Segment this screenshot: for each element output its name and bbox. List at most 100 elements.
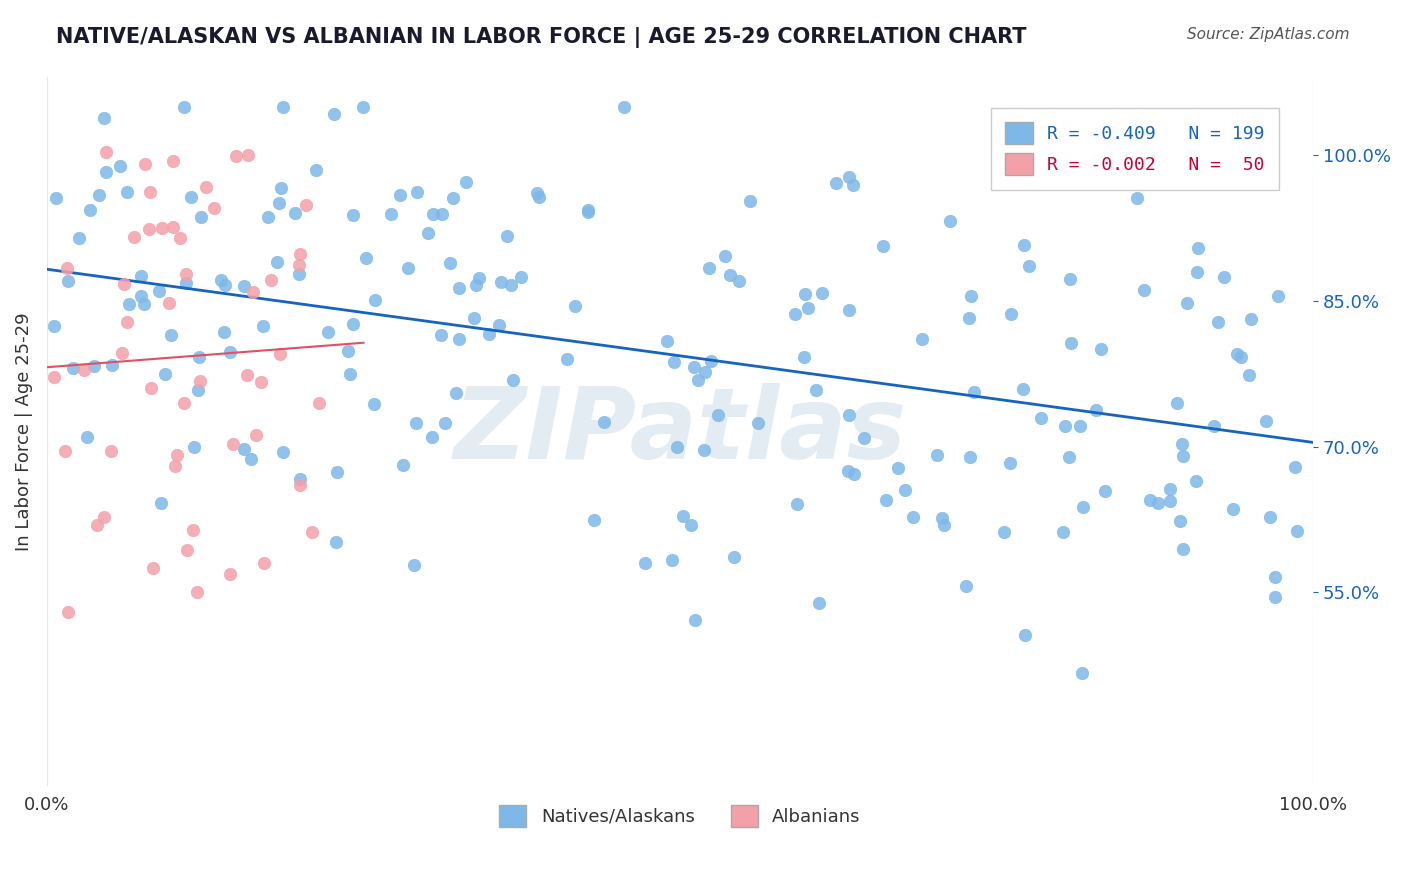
Point bbox=[685, 613, 707, 627]
Point bbox=[225, 149, 247, 163]
Point bbox=[1166, 396, 1188, 410]
Point bbox=[240, 452, 263, 467]
Point bbox=[73, 363, 96, 377]
Point bbox=[1230, 350, 1253, 364]
Point bbox=[593, 415, 616, 429]
Point bbox=[56, 261, 79, 276]
Point bbox=[256, 210, 278, 224]
Point bbox=[188, 374, 211, 388]
Point bbox=[162, 219, 184, 234]
Point bbox=[700, 354, 723, 368]
Point bbox=[117, 186, 139, 200]
Point bbox=[173, 99, 195, 113]
Point bbox=[662, 355, 685, 369]
Point bbox=[388, 188, 411, 202]
Point bbox=[838, 302, 860, 317]
Point bbox=[786, 497, 808, 511]
Point bbox=[993, 524, 1015, 539]
Point bbox=[212, 325, 235, 339]
Point bbox=[665, 440, 688, 454]
Point bbox=[1240, 312, 1263, 326]
Point bbox=[342, 317, 364, 331]
Point bbox=[1018, 259, 1040, 273]
Point bbox=[339, 368, 361, 382]
Point bbox=[1258, 509, 1281, 524]
Point bbox=[463, 310, 485, 325]
Point bbox=[838, 169, 860, 184]
Point bbox=[1185, 265, 1208, 279]
Point bbox=[195, 180, 218, 194]
Point bbox=[67, 230, 90, 244]
Point bbox=[1171, 450, 1194, 464]
Point bbox=[1185, 474, 1208, 488]
Point bbox=[439, 256, 461, 270]
Point bbox=[1206, 315, 1229, 329]
Point bbox=[187, 383, 209, 397]
Point bbox=[142, 561, 165, 575]
Point bbox=[150, 221, 173, 235]
Point bbox=[1090, 342, 1112, 356]
Point bbox=[100, 444, 122, 458]
Point bbox=[794, 287, 817, 301]
Point bbox=[416, 226, 439, 240]
Point bbox=[305, 163, 328, 178]
Point bbox=[527, 190, 550, 204]
Point bbox=[45, 191, 67, 205]
Point bbox=[1059, 336, 1081, 351]
Point bbox=[872, 239, 894, 253]
Point bbox=[214, 277, 236, 292]
Point bbox=[134, 156, 156, 170]
Point bbox=[354, 251, 377, 265]
Point bbox=[250, 375, 273, 389]
Point bbox=[1159, 482, 1181, 496]
Point bbox=[564, 300, 586, 314]
Point bbox=[186, 584, 208, 599]
Point bbox=[661, 553, 683, 567]
Point bbox=[510, 270, 533, 285]
Point bbox=[269, 195, 291, 210]
Point bbox=[316, 326, 339, 340]
Point bbox=[939, 214, 962, 228]
Point bbox=[1012, 237, 1035, 252]
Point bbox=[1052, 525, 1074, 540]
Point bbox=[93, 509, 115, 524]
Point bbox=[837, 464, 859, 478]
Point bbox=[1213, 270, 1236, 285]
Point bbox=[363, 397, 385, 411]
Point bbox=[380, 207, 402, 221]
Point bbox=[806, 383, 828, 397]
Point bbox=[79, 202, 101, 217]
Point bbox=[233, 442, 256, 456]
Point bbox=[1000, 456, 1022, 470]
Point bbox=[1012, 382, 1035, 396]
Point bbox=[576, 203, 599, 218]
Point bbox=[242, 285, 264, 299]
Point bbox=[844, 467, 866, 481]
Point bbox=[173, 396, 195, 410]
Point bbox=[238, 148, 260, 162]
Point bbox=[139, 381, 162, 395]
Point bbox=[288, 472, 311, 486]
Point bbox=[396, 260, 419, 275]
Point bbox=[166, 448, 188, 462]
Point bbox=[430, 207, 453, 221]
Point bbox=[270, 181, 292, 195]
Point bbox=[222, 437, 245, 451]
Text: ZIPatlas: ZIPatlas bbox=[454, 384, 907, 481]
Point bbox=[706, 408, 728, 422]
Point bbox=[139, 186, 162, 200]
Point bbox=[266, 255, 288, 269]
Point bbox=[342, 208, 364, 222]
Point bbox=[797, 301, 820, 315]
Point bbox=[157, 295, 180, 310]
Point bbox=[56, 274, 79, 288]
Point bbox=[233, 279, 256, 293]
Point bbox=[887, 461, 910, 475]
Point bbox=[526, 186, 548, 201]
Point bbox=[1133, 284, 1156, 298]
Point bbox=[209, 272, 232, 286]
Point bbox=[903, 510, 925, 524]
Point bbox=[454, 175, 477, 189]
Point bbox=[87, 187, 110, 202]
Point bbox=[236, 368, 259, 382]
